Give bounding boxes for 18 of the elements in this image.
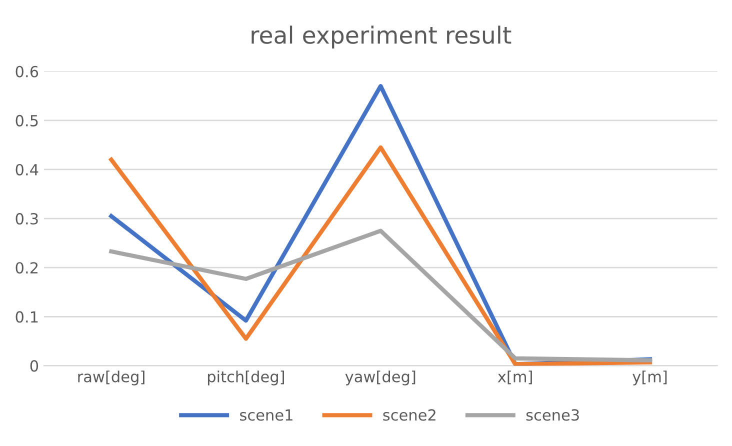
x-tick-label: x[m] [498, 370, 532, 384]
x-tick-label: raw[deg] [78, 370, 144, 386]
legend-label: scene2 [383, 409, 436, 421]
y-tick-label: 0.1 [16, 311, 38, 323]
y-tick-label: 0.4 [16, 164, 38, 176]
y-tick-label: 0.6 [16, 66, 38, 78]
x-tick-label: y[m] [632, 370, 667, 386]
x-tick-label: yaw[deg] [345, 370, 416, 386]
y-tick-label: 0.5 [16, 114, 38, 126]
legend-label: scene1 [240, 409, 292, 421]
chart-title: real experiment result [252, 26, 512, 48]
y-tick-label: 0 [30, 360, 38, 372]
line-series [109, 228, 652, 362]
line-series [109, 145, 652, 366]
y-tick-label: 0.3 [16, 213, 38, 225]
y-tick-label: 0.2 [16, 262, 38, 274]
legend-label: scene3 [526, 409, 579, 421]
x-tick-label: pitch[deg] [208, 370, 284, 386]
